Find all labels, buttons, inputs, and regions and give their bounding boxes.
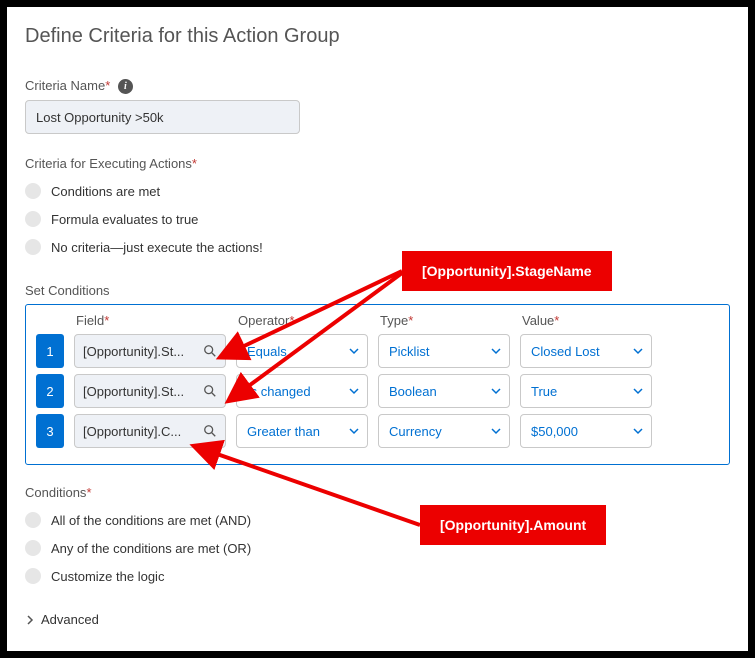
field-text: [Opportunity].St... xyxy=(83,344,203,359)
field-lookup[interactable]: [Opportunity].C... xyxy=(74,414,226,448)
radio-icon xyxy=(25,540,41,556)
operator-text: Is changed xyxy=(247,384,311,399)
search-icon xyxy=(203,384,217,398)
condition-row: 1 [Opportunity].St... Equals Picklist Cl… xyxy=(36,334,719,368)
type-select[interactable]: Currency xyxy=(378,414,510,448)
field-lookup[interactable]: [Opportunity].St... xyxy=(74,334,226,368)
value-select[interactable]: True xyxy=(520,374,652,408)
criteria-panel: Define Criteria for this Action Group Cr… xyxy=(6,6,749,652)
conditions-logic-group: All of the conditions are met (AND) Any … xyxy=(25,506,730,590)
value-select[interactable]: $50,000 xyxy=(520,414,652,448)
required-asterisk: * xyxy=(105,78,110,93)
radio-formula[interactable]: Formula evaluates to true xyxy=(25,205,730,233)
field-lookup[interactable]: [Opportunity].St... xyxy=(74,374,226,408)
operator-select[interactable]: Greater than xyxy=(236,414,368,448)
radio-label: All of the conditions are met (AND) xyxy=(51,513,251,528)
chevron-down-icon xyxy=(349,346,359,356)
callout-stagename: [Opportunity].StageName xyxy=(402,251,612,291)
radio-label: Customize the logic xyxy=(51,569,164,584)
conditions-header: Field* Operator* Type* Value* xyxy=(36,313,719,328)
page-title: Define Criteria for this Action Group xyxy=(25,25,730,48)
radio-customize-logic[interactable]: Customize the logic xyxy=(25,562,730,590)
chevron-down-icon xyxy=(633,346,643,356)
operator-select[interactable]: Is changed xyxy=(236,374,368,408)
chevron-down-icon xyxy=(491,346,501,356)
value-text: True xyxy=(531,384,557,399)
radio-no-criteria[interactable]: No criteria—just execute the actions! xyxy=(25,233,730,261)
type-select[interactable]: Picklist xyxy=(378,334,510,368)
type-select[interactable]: Boolean xyxy=(378,374,510,408)
search-icon xyxy=(203,344,217,358)
criteria-name-label-text: Criteria Name xyxy=(25,78,105,93)
chevron-right-icon xyxy=(25,615,35,625)
exec-actions-label: Criteria for Executing Actions* xyxy=(25,156,730,171)
condition-row: 2 [Opportunity].St... Is changed Boolean… xyxy=(36,374,719,408)
required-asterisk: * xyxy=(86,485,91,500)
radio-conditions-met[interactable]: Conditions are met xyxy=(25,177,730,205)
operator-text: Equals xyxy=(247,344,287,359)
search-icon xyxy=(203,424,217,438)
radio-label: Conditions are met xyxy=(51,184,160,199)
col-value: Value* xyxy=(522,313,654,328)
col-field: Field* xyxy=(76,313,228,328)
exec-actions-group: Conditions are met Formula evaluates to … xyxy=(25,177,730,261)
operator-select[interactable]: Equals xyxy=(236,334,368,368)
radio-icon xyxy=(25,211,41,227)
radio-label: Any of the conditions are met (OR) xyxy=(51,541,251,556)
value-text: Closed Lost xyxy=(531,344,600,359)
radio-label: Formula evaluates to true xyxy=(51,212,198,227)
col-operator: Operator* xyxy=(238,313,370,328)
type-text: Picklist xyxy=(389,344,429,359)
criteria-name-input[interactable] xyxy=(25,100,300,134)
chevron-down-icon xyxy=(349,386,359,396)
advanced-label: Advanced xyxy=(41,612,99,627)
value-select[interactable]: Closed Lost xyxy=(520,334,652,368)
exec-actions-label-text: Criteria for Executing Actions xyxy=(25,156,192,171)
criteria-name-label: Criteria Name* i xyxy=(25,78,730,94)
radio-label: No criteria—just execute the actions! xyxy=(51,240,263,255)
row-number: 2 xyxy=(36,374,64,408)
chevron-down-icon xyxy=(633,426,643,436)
row-number: 1 xyxy=(36,334,64,368)
radio-any-conditions[interactable]: Any of the conditions are met (OR) xyxy=(25,534,730,562)
radio-all-conditions[interactable]: All of the conditions are met (AND) xyxy=(25,506,730,534)
condition-row: 3 [Opportunity].C... Greater than Curren… xyxy=(36,414,719,448)
type-text: Currency xyxy=(389,424,442,439)
radio-icon xyxy=(25,183,41,199)
radio-icon xyxy=(25,568,41,584)
chevron-down-icon xyxy=(633,386,643,396)
col-type: Type* xyxy=(380,313,512,328)
field-text: [Opportunity].St... xyxy=(83,384,203,399)
conditions-logic-text: Conditions xyxy=(25,485,86,500)
set-conditions-label: Set Conditions xyxy=(25,283,730,298)
radio-icon xyxy=(25,512,41,528)
type-text: Boolean xyxy=(389,384,437,399)
info-icon[interactable]: i xyxy=(118,79,133,94)
conditions-logic-label: Conditions* xyxy=(25,485,730,500)
chevron-down-icon xyxy=(491,386,501,396)
field-text: [Opportunity].C... xyxy=(83,424,203,439)
required-asterisk: * xyxy=(192,156,197,171)
conditions-table: Field* Operator* Type* Value* 1 [Opportu… xyxy=(25,304,730,465)
chevron-down-icon xyxy=(491,426,501,436)
radio-icon xyxy=(25,239,41,255)
row-number: 3 xyxy=(36,414,64,448)
chevron-down-icon xyxy=(349,426,359,436)
operator-text: Greater than xyxy=(247,424,320,439)
value-text: $50,000 xyxy=(531,424,578,439)
callout-amount: [Opportunity].Amount xyxy=(420,505,606,545)
advanced-toggle[interactable]: Advanced xyxy=(25,612,730,627)
